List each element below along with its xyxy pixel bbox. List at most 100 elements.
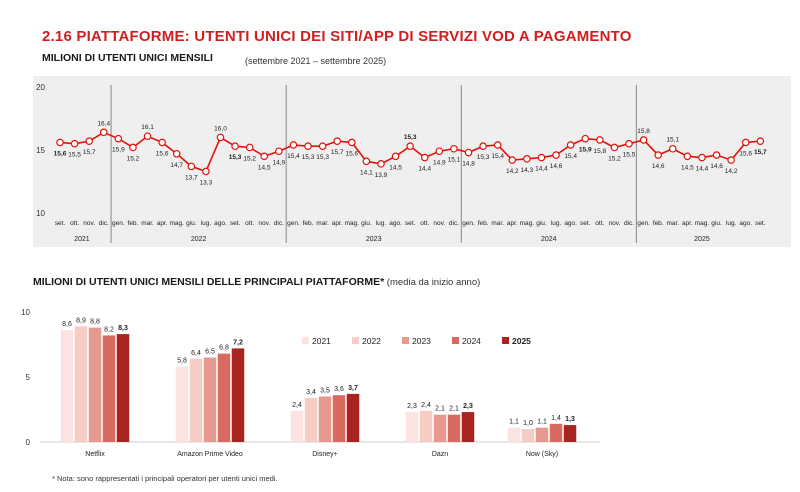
month-label: set. [405, 220, 416, 227]
data-point [668, 144, 677, 153]
month-label: gen. [462, 220, 475, 227]
y-tick-label: 15 [36, 146, 45, 155]
data-point [712, 151, 721, 159]
data-point [406, 142, 414, 151]
data-point [625, 139, 633, 148]
data-label: 15,3 [302, 154, 315, 161]
month-label: ago. [739, 220, 752, 227]
bar [189, 358, 203, 442]
month-label: apr. [332, 220, 343, 227]
bar [290, 410, 304, 442]
data-point [435, 147, 444, 156]
bar [563, 425, 577, 442]
data-label: 13,9 [375, 172, 388, 179]
data-point [654, 151, 662, 159]
bar-value-label: 1,0 [523, 420, 533, 427]
category-label: Now (Sky) [526, 451, 558, 458]
bar [405, 412, 419, 442]
month-label: dic. [99, 220, 109, 227]
data-label: 15,7 [331, 149, 344, 156]
bar-value-label: 8,3 [118, 325, 128, 332]
month-label: nov. [258, 220, 270, 227]
data-label: 15,2 [127, 155, 140, 162]
data-point [85, 137, 93, 145]
data-point [187, 162, 196, 171]
bar-value-label: 7,2 [233, 339, 243, 346]
data-point [566, 141, 575, 149]
y-tick-label: 5 [26, 373, 31, 382]
data-label: 15,8 [637, 128, 650, 135]
bar-value-label: 8,8 [90, 319, 100, 326]
bar [433, 414, 447, 442]
bar-value-label: 3,7 [348, 385, 358, 392]
data-point [304, 142, 312, 151]
data-point [537, 153, 546, 162]
data-point [479, 142, 487, 151]
data-point [610, 143, 619, 152]
data-label: 15,3 [229, 154, 242, 161]
data-point [129, 143, 137, 152]
month-label: dic. [274, 220, 284, 227]
data-label: 15,5 [68, 152, 81, 159]
month-label: set. [55, 220, 66, 227]
month-label: set. [755, 220, 766, 227]
y-tick-label: 20 [36, 83, 45, 92]
data-label: 15,2 [243, 155, 256, 162]
bar [175, 366, 189, 442]
bar [447, 414, 461, 442]
legend-label: 2025 [512, 336, 531, 346]
data-point [420, 153, 429, 162]
year-label: 2024 [541, 236, 557, 243]
bar [549, 423, 563, 442]
data-point [231, 142, 239, 151]
bar-value-label: 2,4 [421, 402, 431, 409]
month-label: gen. [112, 220, 125, 227]
bar [318, 396, 332, 442]
month-label: apr. [682, 220, 693, 227]
data-label: 15,7 [754, 149, 767, 156]
data-label: 14,2 [725, 168, 738, 175]
legend-swatch [502, 337, 509, 344]
year-label: 2022 [191, 236, 207, 243]
month-label: dic. [449, 220, 459, 227]
data-point [245, 143, 254, 152]
data-label: 15,9 [579, 147, 592, 154]
data-point [114, 134, 123, 143]
month-label: dic. [624, 220, 634, 227]
bar-value-label: 8,2 [104, 326, 114, 333]
bar [521, 429, 535, 442]
data-point [99, 128, 108, 137]
month-label: mar. [316, 220, 329, 227]
legend-label: 2024 [462, 336, 481, 346]
month-label: feb. [303, 220, 314, 227]
bar-value-label: 1,4 [551, 415, 561, 422]
data-point [552, 151, 560, 159]
data-label: 14,4 [696, 166, 709, 173]
month-label: ago. [214, 220, 227, 227]
month-label: ott. [420, 220, 429, 227]
data-point [596, 136, 604, 144]
year-label: 2023 [366, 236, 382, 243]
bar-value-label: 3,5 [320, 388, 330, 395]
data-label: 15,8 [594, 148, 607, 155]
data-point [333, 137, 342, 145]
data-point [450, 144, 458, 153]
month-label: nov. [609, 220, 621, 227]
category-label: Netflix [85, 451, 105, 458]
legend-label: 2021 [312, 336, 331, 346]
month-label: mar. [141, 220, 154, 227]
top-chart-title: MILIONI DI UTENTI UNICI MENSILI [42, 52, 213, 64]
data-point [508, 156, 517, 164]
data-label: 15,6 [739, 150, 752, 157]
y-tick-label: 10 [21, 308, 30, 317]
bar-value-label: 1,1 [509, 419, 519, 426]
bar [102, 335, 116, 442]
data-label: 15,4 [287, 153, 300, 160]
month-label: feb. [128, 220, 139, 227]
month-label: apr. [507, 220, 518, 227]
data-point [683, 152, 692, 161]
bottom-chart-note: (media da inizio anno) [384, 277, 481, 288]
month-label: ott. [70, 220, 79, 227]
legend-label: 2022 [362, 336, 381, 346]
